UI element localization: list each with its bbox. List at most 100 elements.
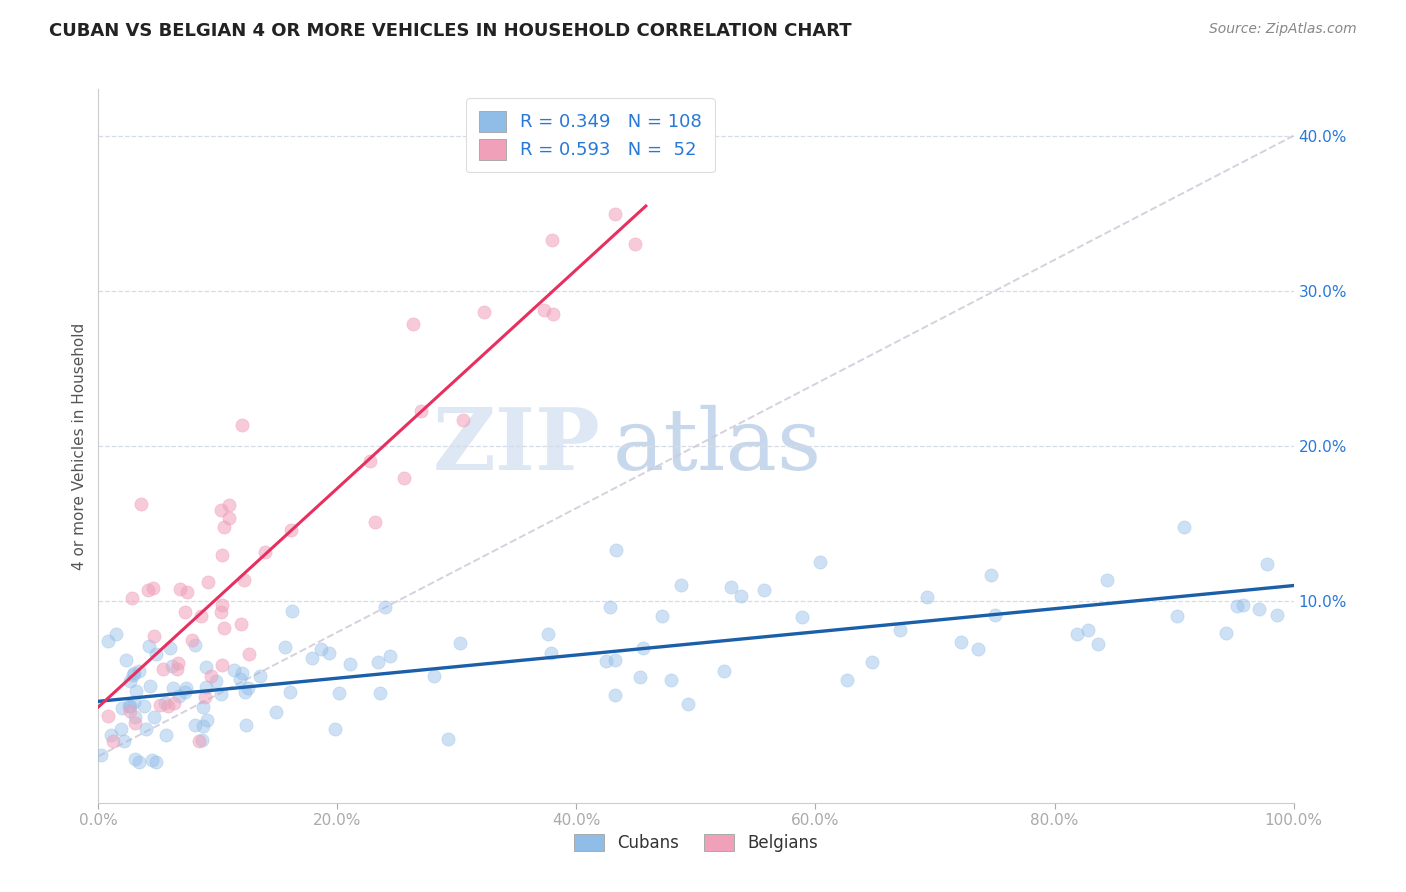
Point (323, 723, 346, 737)
Point (205, 673, 228, 688)
Point (184, 638, 207, 652)
Point (229, 672, 252, 686)
Point (155, 728, 177, 742)
Point (402, 317, 425, 331)
Point (1215, 625, 1237, 640)
Point (792, 610, 814, 624)
Point (423, 668, 446, 682)
Point (605, 207, 627, 221)
Point (190, 732, 212, 747)
Point (115, 653, 138, 667)
Point (301, 651, 323, 665)
Point (231, 418, 253, 433)
Point (104, 626, 127, 640)
Point (249, 669, 271, 683)
Point (808, 555, 831, 569)
Point (124, 752, 146, 766)
Point (235, 717, 257, 731)
Point (191, 719, 214, 733)
Point (273, 640, 295, 655)
Point (142, 629, 165, 643)
Point (142, 581, 165, 595)
Point (1265, 607, 1288, 622)
Point (176, 584, 198, 599)
Point (111, 701, 134, 715)
Point (730, 589, 752, 603)
Point (368, 686, 391, 700)
Point (860, 655, 883, 669)
Point (112, 733, 135, 747)
Point (651, 609, 673, 624)
Point (253, 545, 276, 559)
Point (209, 687, 232, 701)
Point (211, 657, 233, 672)
Point (280, 523, 302, 537)
Point (128, 664, 150, 678)
Point (394, 471, 416, 485)
Point (122, 666, 145, 681)
Point (143, 710, 166, 724)
Point (174, 681, 197, 696)
Text: CUBAN VS BELGIAN 4 OR MORE VEHICLES IN HOUSEHOLD CORRELATION CHART: CUBAN VS BELGIAN 4 OR MORE VEHICLES IN H… (49, 22, 852, 40)
Point (136, 582, 159, 597)
Point (167, 656, 190, 670)
Point (537, 627, 560, 641)
Point (984, 607, 1007, 622)
Point (318, 646, 340, 660)
Point (238, 681, 260, 695)
Point (145, 647, 167, 661)
Point (603, 653, 626, 667)
Point (90, 747, 112, 762)
Point (231, 617, 253, 632)
Point (374, 600, 396, 615)
Point (238, 647, 260, 661)
Point (533, 302, 555, 317)
Point (364, 515, 387, 529)
Point (222, 663, 245, 677)
Point (624, 237, 647, 252)
Point (118, 698, 141, 713)
Point (540, 646, 562, 660)
Point (436, 732, 458, 747)
Point (212, 520, 235, 534)
Legend: Cubans, Belgians: Cubans, Belgians (567, 827, 825, 859)
Point (124, 716, 146, 731)
Point (659, 673, 682, 688)
Point (328, 686, 350, 700)
Point (97, 708, 120, 723)
Point (149, 698, 172, 712)
Point (160, 658, 183, 673)
Point (128, 755, 150, 769)
Point (209, 605, 232, 619)
Point (138, 640, 160, 654)
Point (162, 681, 184, 695)
Point (121, 591, 143, 606)
Point (129, 497, 152, 511)
Point (1095, 573, 1118, 587)
Point (1232, 598, 1254, 612)
Point (359, 454, 381, 468)
Point (156, 698, 179, 713)
Point (605, 542, 627, 557)
Point (309, 641, 332, 656)
Point (231, 665, 253, 680)
Point (209, 503, 232, 517)
Point (599, 599, 621, 614)
Point (278, 685, 301, 699)
Point (367, 655, 389, 669)
Point (1066, 626, 1088, 640)
Point (194, 690, 217, 704)
Point (188, 733, 211, 747)
Point (1226, 599, 1249, 613)
Point (628, 670, 651, 684)
Point (100, 728, 122, 742)
Point (120, 704, 142, 718)
Point (103, 733, 125, 747)
Point (676, 697, 699, 711)
Point (889, 623, 911, 637)
Point (139, 679, 162, 693)
Point (541, 233, 564, 247)
Point (472, 305, 495, 319)
Point (218, 498, 240, 512)
Point (669, 578, 692, 592)
